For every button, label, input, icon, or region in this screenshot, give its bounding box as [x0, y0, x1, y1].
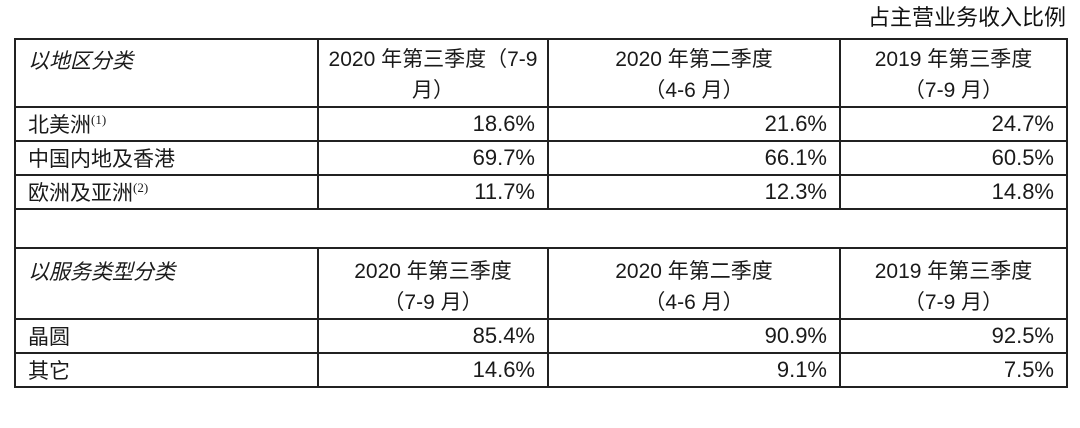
footnote-ref: (2): [133, 180, 149, 195]
revenue-breakdown-table: 以地区分类 2020 年第三季度（7-9 月） 2020 年第二季度 （4-6 月）…: [14, 38, 1068, 388]
row-label: 晶圆: [14, 318, 319, 354]
percentage-value: 14.6%: [317, 352, 549, 388]
percentage-value: 60.5%: [839, 140, 1068, 176]
row-label: 北美洲(1): [14, 106, 319, 142]
percentage-value: 85.4%: [317, 318, 549, 354]
percentage-value: 21.6%: [547, 106, 841, 142]
category-header: 以地区分类: [14, 38, 319, 108]
percentage-value: 66.1%: [547, 140, 841, 176]
row-label: 其它: [14, 352, 319, 388]
table-row: 欧洲及亚洲(2) 11.7% 12.3% 14.8%: [14, 174, 1068, 210]
footnote-ref: (1): [91, 112, 107, 127]
period-header: 2020 年第三季度 （7-9 月）: [317, 247, 549, 320]
percentage-value: 24.7%: [839, 106, 1068, 142]
table-caption: 占主营业务收入比例: [867, 5, 1066, 30]
row-label: 中国内地及香港: [14, 140, 319, 176]
percentage-value: 12.3%: [547, 174, 841, 210]
percentage-value: 92.5%: [839, 318, 1068, 354]
header-row: 以服务类型分类 2020 年第三季度 （7-9 月） 2020 年第二季度 （4-6…: [14, 247, 1068, 320]
percentage-value: 69.7%: [317, 140, 549, 176]
percentage-value: 9.1%: [547, 352, 841, 388]
category-header: 以服务类型分类: [14, 247, 319, 320]
section-spacer-cell: [14, 208, 1068, 249]
header-row: 以地区分类 2020 年第三季度（7-9 月） 2020 年第二季度 （4-6 月）…: [14, 38, 1068, 108]
period-header: 2019 年第三季度 （7-9 月）: [839, 247, 1068, 320]
period-header: 2020 年第二季度 （4-6 月）: [547, 38, 841, 108]
percentage-value: 90.9%: [547, 318, 841, 354]
percentage-value: 14.8%: [839, 174, 1068, 210]
table-row: 晶圆 85.4% 90.9% 92.5%: [14, 318, 1068, 354]
row-label: 欧洲及亚洲(2): [14, 174, 319, 210]
table-row: 其它 14.6% 9.1% 7.5%: [14, 352, 1068, 388]
percentage-value: 11.7%: [317, 174, 549, 210]
period-header: 2020 年第二季度 （4-6 月）: [547, 247, 841, 320]
table-row: 北美洲(1) 18.6% 21.6% 24.7%: [14, 106, 1068, 142]
percentage-value: 18.6%: [317, 106, 549, 142]
section-spacer-row: [14, 208, 1068, 249]
period-header: 2019 年第三季度 （7-9 月）: [839, 38, 1068, 108]
table-row: 中国内地及香港 69.7% 66.1% 60.5%: [14, 140, 1068, 176]
percentage-value: 7.5%: [839, 352, 1068, 388]
period-header: 2020 年第三季度（7-9 月）: [317, 38, 549, 108]
